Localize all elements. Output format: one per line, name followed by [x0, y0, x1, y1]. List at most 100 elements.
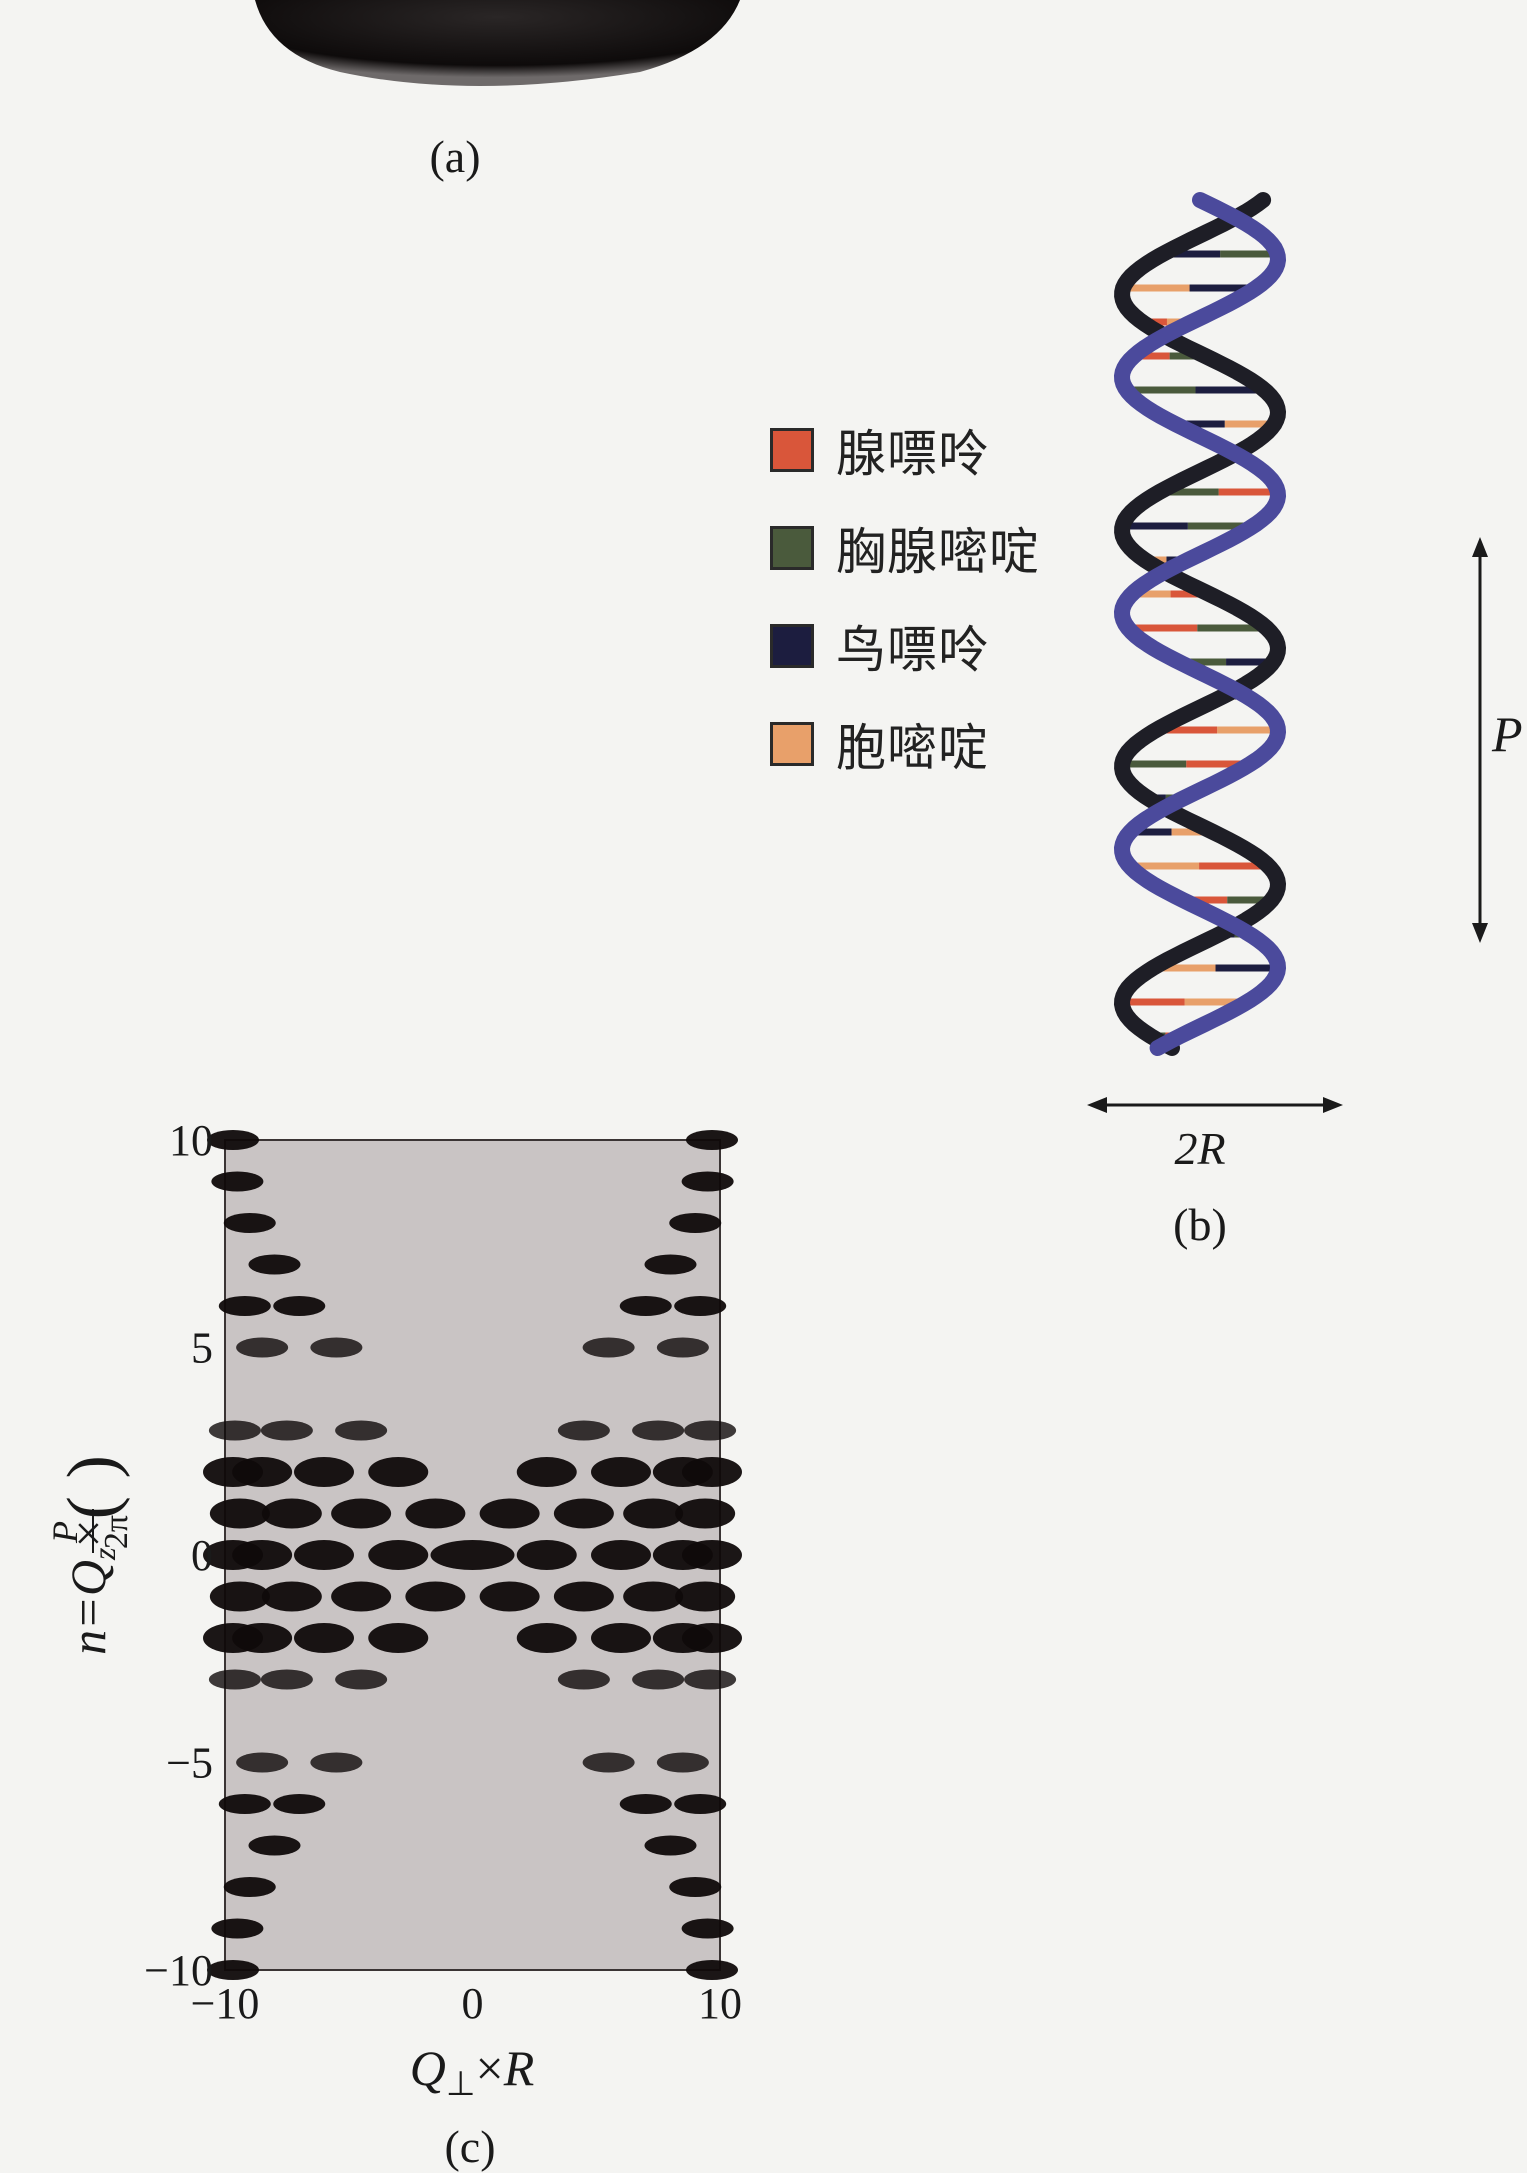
diffraction-spot — [644, 1254, 697, 1275]
x-axis-ticks: −10 0 10 — [191, 1979, 742, 2028]
backbone-strand-back — [1113, 192, 1287, 1056]
diffraction-spot — [656, 1752, 709, 1773]
diffraction-spot — [479, 1498, 540, 1529]
diffraction-spot — [656, 1337, 709, 1358]
diffraction-spot — [203, 1623, 263, 1653]
diffraction-spot — [236, 1337, 289, 1358]
diffraction-spot — [516, 1623, 577, 1653]
diffraction-spot — [674, 1794, 727, 1814]
diffraction-spot — [675, 1581, 736, 1612]
panel-b-caption: (b) — [1173, 1199, 1227, 1250]
panel-a-caption: (a) — [429, 131, 481, 182]
diffraction-spot — [310, 1752, 363, 1773]
diffraction-spot — [207, 1960, 259, 1980]
legend-label: 胸腺嘧啶 — [836, 523, 1040, 581]
diffraction-spot — [223, 1877, 276, 1897]
diffraction-spot — [582, 1337, 635, 1358]
diffraction-spot — [218, 1794, 271, 1814]
diffraction-spot — [669, 1877, 722, 1897]
legend-label: 鸟嘌呤 — [836, 621, 989, 679]
diffraction-spot — [684, 1420, 737, 1441]
diffraction-spot — [623, 1498, 684, 1529]
diffraction-spot — [261, 1581, 322, 1612]
diffraction-spot — [686, 1130, 738, 1150]
backbone-strand-front — [1113, 192, 1287, 1056]
diffraction-spot — [516, 1457, 577, 1487]
base-legend: 腺嘌呤 胸腺嘧啶 鸟嘌呤 胞嘧啶 — [770, 425, 1040, 817]
legend-swatch — [770, 624, 814, 668]
legend-swatch — [770, 722, 814, 766]
diffraction-spot — [208, 1669, 261, 1690]
diffraction-spot — [203, 1457, 263, 1487]
diffraction-spot — [294, 1623, 354, 1653]
diffraction-spot — [248, 1835, 301, 1856]
diffraction-spot — [557, 1669, 610, 1690]
pitch-label: P — [1492, 706, 1523, 762]
diffraction-spot — [218, 1296, 271, 1316]
diffraction-spot — [675, 1498, 736, 1529]
legend-item-cytosine: 胞嘧啶 — [770, 719, 1040, 777]
diffraction-spot — [682, 1457, 742, 1487]
y-tick-label: −10 — [144, 1946, 213, 1995]
x-tick-label: 0 — [462, 1979, 484, 2028]
diffraction-spot — [331, 1498, 392, 1529]
y-tick-label: 5 — [191, 1324, 213, 1373]
y-tick-label: 10 — [169, 1120, 213, 1165]
svg-text:P: P — [45, 1521, 85, 1544]
diffraction-spot — [684, 1669, 737, 1690]
diffraction-spot — [294, 1457, 354, 1487]
diffraction-spot — [623, 1581, 684, 1612]
diffraction-spot — [681, 1918, 734, 1939]
y-axis-label: n=Qz×( ) P 2π — [45, 1455, 135, 1655]
diffraction-spot — [261, 1498, 322, 1529]
diffraction-spot — [273, 1794, 326, 1814]
legend-item-adenine: 腺嘌呤 — [770, 425, 1040, 483]
diffraction-spot — [632, 1669, 685, 1690]
x-tick-label: −10 — [191, 1979, 260, 2028]
diffraction-spot — [208, 1420, 261, 1441]
diffraction-spot — [516, 1540, 577, 1570]
diffraction-spot — [674, 1296, 727, 1316]
diffraction-spot — [368, 1623, 429, 1653]
diffraction-spot — [223, 1213, 276, 1233]
diffraction-spot — [368, 1540, 429, 1570]
diffraction-spot — [236, 1752, 289, 1773]
diffraction-spot — [211, 1918, 264, 1939]
width-label: 2R — [1174, 1123, 1226, 1174]
diffraction-spot — [591, 1623, 651, 1653]
diffraction-spot — [644, 1835, 697, 1856]
diffraction-spot — [479, 1581, 540, 1612]
diffraction-spot — [209, 1498, 270, 1529]
diffraction-spot — [207, 1130, 259, 1150]
legend-swatch — [770, 526, 814, 570]
diffraction-spot — [203, 1540, 263, 1570]
diffraction-spot — [248, 1254, 301, 1275]
diffraction-spot — [619, 1794, 672, 1814]
legend-label: 胞嘧啶 — [836, 719, 989, 777]
diffraction-spot — [619, 1296, 672, 1316]
diffraction-spot — [632, 1420, 685, 1441]
diffraction-spot — [430, 1540, 515, 1570]
diffraction-spot — [310, 1337, 363, 1358]
pitch-dimension-arrow — [1472, 537, 1488, 943]
y-tick-label: 0 — [191, 1531, 213, 1580]
y-axis-ticks: 10 5 0 −5 −10 — [144, 1120, 213, 1995]
diffraction-spot — [368, 1457, 429, 1487]
diffraction-spot — [682, 1623, 742, 1653]
diffraction-spot — [405, 1581, 466, 1612]
x-axis-label: Q⊥×R — [410, 2040, 534, 2103]
diffraction-spot — [405, 1498, 466, 1529]
width-dimension-arrow — [1087, 1097, 1343, 1113]
diffraction-spot — [591, 1457, 651, 1487]
diffraction-spot — [553, 1498, 614, 1529]
diffraction-spot — [260, 1420, 313, 1441]
diffraction-spot — [591, 1540, 651, 1570]
panel-c-caption: (c) — [444, 2121, 496, 2172]
diffraction-spot — [553, 1581, 614, 1612]
svg-text:2π: 2π — [98, 1515, 135, 1549]
diffraction-spot — [681, 1171, 734, 1192]
diffraction-spot — [557, 1420, 610, 1441]
diffraction-spot — [669, 1213, 722, 1233]
diffraction-spot — [686, 1960, 738, 1980]
diffraction-spot — [211, 1171, 264, 1192]
